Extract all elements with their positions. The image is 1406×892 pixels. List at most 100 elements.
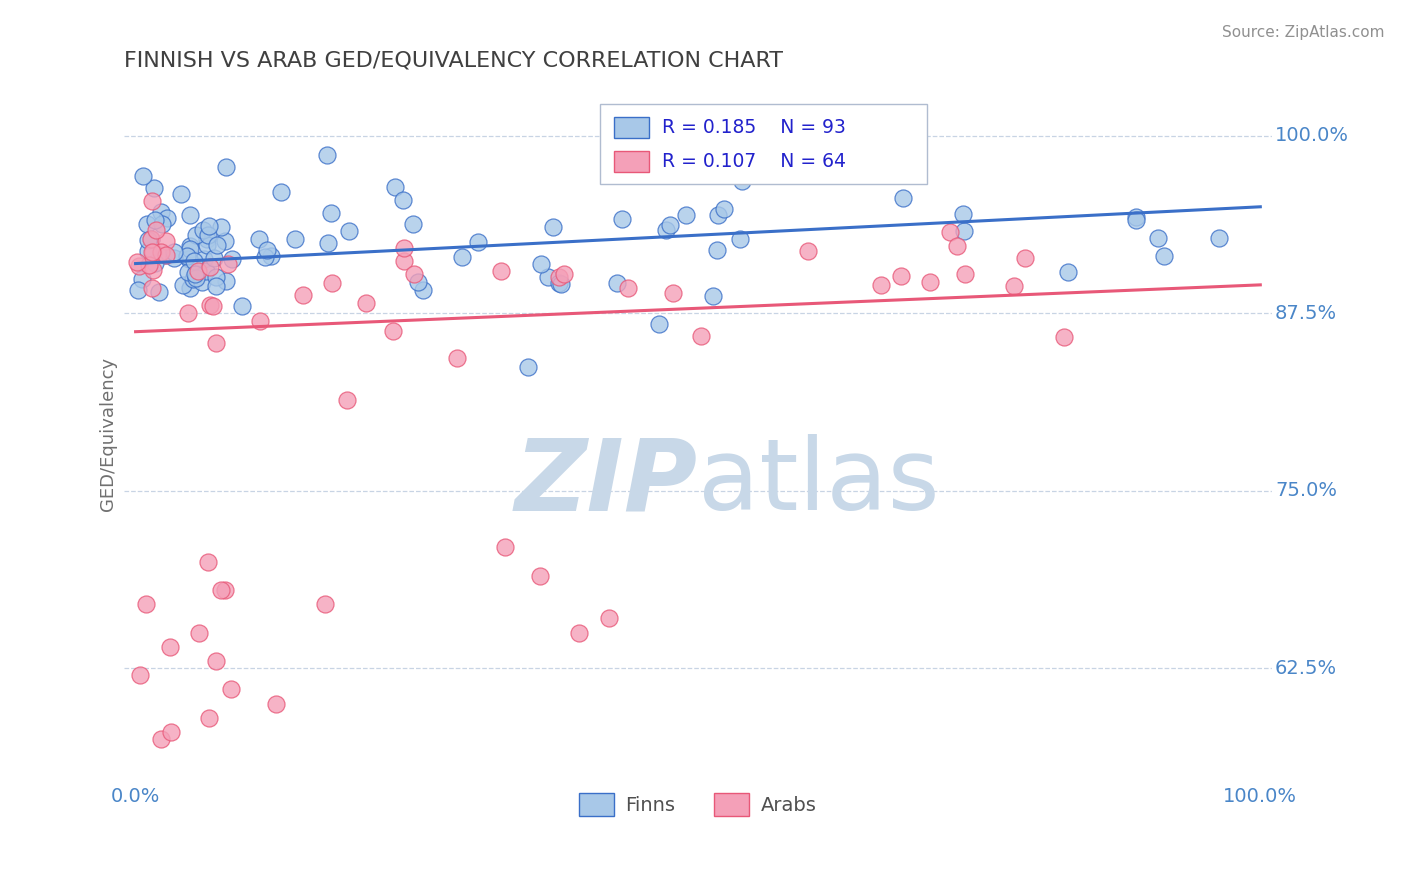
- Text: 62.5%: 62.5%: [1275, 658, 1337, 678]
- Point: [141, 194, 163, 209]
- Point: [179, 208, 201, 222]
- Point: [198, 260, 221, 274]
- Point: [247, 232, 270, 246]
- Text: 87.5%: 87.5%: [1275, 304, 1337, 323]
- Point: [193, 252, 215, 267]
- Point: [163, 244, 186, 259]
- Point: [260, 249, 283, 263]
- Point: [731, 174, 754, 188]
- Point: [156, 211, 179, 226]
- Point: [249, 314, 271, 328]
- Point: [384, 180, 406, 194]
- Point: [155, 248, 177, 262]
- Point: [284, 232, 307, 246]
- Point: [177, 265, 200, 279]
- Point: [291, 288, 314, 302]
- Point: [467, 235, 489, 249]
- Point: [1147, 231, 1170, 245]
- Point: [690, 329, 713, 343]
- Point: [179, 238, 201, 252]
- Point: [890, 268, 912, 283]
- Point: [163, 251, 186, 265]
- Point: [548, 269, 571, 284]
- Point: [869, 277, 891, 292]
- Point: [195, 232, 218, 246]
- Point: [184, 227, 207, 242]
- Point: [179, 242, 201, 256]
- Point: [1014, 251, 1036, 265]
- Point: [145, 223, 167, 237]
- Point: [402, 217, 425, 231]
- Point: [321, 276, 343, 290]
- Point: [946, 239, 969, 253]
- Point: [150, 217, 173, 231]
- Point: [209, 220, 232, 235]
- Point: [204, 270, 226, 285]
- Point: [195, 238, 218, 252]
- Point: [159, 640, 181, 654]
- Point: [316, 147, 339, 161]
- Y-axis label: GED/Equivalency: GED/Equivalency: [100, 357, 117, 511]
- Point: [253, 250, 276, 264]
- Point: [706, 208, 728, 222]
- Text: 75.0%: 75.0%: [1275, 481, 1337, 500]
- Text: 100.0%: 100.0%: [1275, 127, 1348, 145]
- Point: [537, 270, 560, 285]
- Point: [319, 206, 342, 220]
- Point: [517, 360, 540, 375]
- Point: [231, 299, 253, 313]
- Point: [955, 267, 977, 281]
- Point: [202, 299, 225, 313]
- Point: [270, 185, 292, 199]
- Point: [136, 217, 159, 231]
- Point: [446, 351, 468, 365]
- Point: [655, 223, 678, 237]
- Point: [198, 298, 221, 312]
- Point: [125, 254, 148, 268]
- Point: [170, 187, 193, 202]
- Point: [1057, 265, 1080, 279]
- Point: [139, 232, 162, 246]
- Point: [337, 224, 360, 238]
- Point: [1053, 330, 1076, 344]
- Point: [647, 317, 669, 331]
- Point: [179, 281, 201, 295]
- Point: [149, 732, 172, 747]
- Point: [1125, 210, 1147, 224]
- Point: [142, 262, 165, 277]
- Point: [451, 250, 474, 264]
- Point: [553, 267, 575, 281]
- Point: [706, 244, 728, 258]
- Point: [392, 193, 415, 207]
- Point: [598, 611, 620, 625]
- Point: [406, 275, 429, 289]
- Point: [316, 235, 339, 250]
- Point: [132, 169, 155, 183]
- Point: [314, 597, 336, 611]
- Text: R = 0.185    N = 93: R = 0.185 N = 93: [662, 118, 846, 137]
- Point: [205, 238, 228, 252]
- Point: [1125, 212, 1147, 227]
- Point: [796, 244, 818, 258]
- Point: [138, 258, 160, 272]
- Point: [183, 267, 205, 281]
- Point: [128, 259, 150, 273]
- Point: [221, 252, 243, 266]
- Point: [190, 276, 212, 290]
- Point: [402, 267, 425, 281]
- Point: [550, 277, 572, 292]
- Point: [183, 253, 205, 268]
- Point: [194, 264, 217, 278]
- Point: [148, 285, 170, 299]
- Point: [197, 555, 219, 569]
- Point: [392, 241, 415, 255]
- Point: [1208, 231, 1230, 245]
- Text: R = 0.107    N = 64: R = 0.107 N = 64: [662, 152, 846, 170]
- Point: [214, 582, 236, 597]
- Point: [529, 569, 551, 583]
- Point: [952, 224, 974, 238]
- Point: [135, 597, 157, 611]
- Point: [131, 272, 153, 286]
- Point: [138, 233, 160, 247]
- Point: [141, 244, 163, 259]
